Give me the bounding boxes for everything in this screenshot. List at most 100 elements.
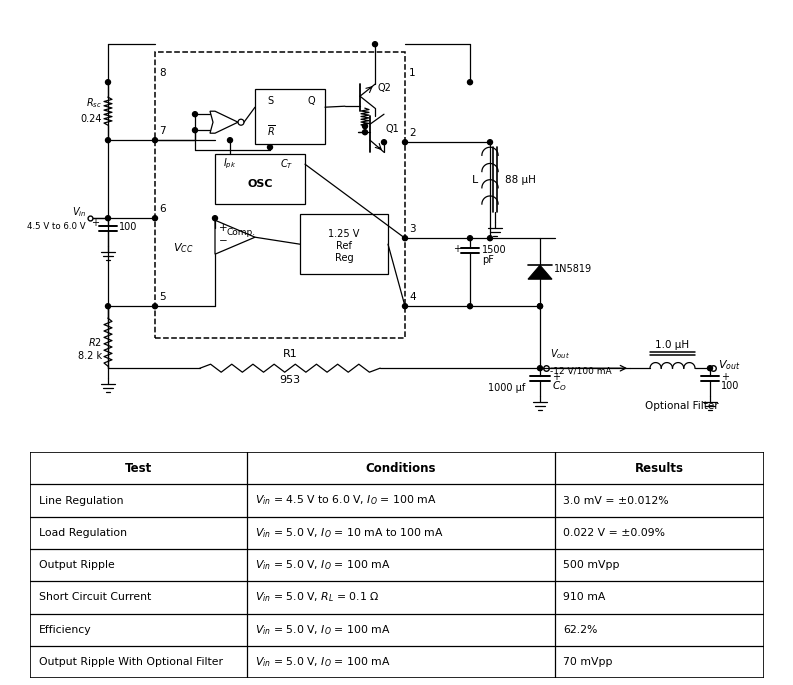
Text: Conditions: Conditions [366,462,436,475]
Text: 3: 3 [409,224,416,234]
Text: pF: pF [482,256,494,265]
Text: Results: Results [634,462,684,475]
Circle shape [468,236,473,240]
Bar [300,214,388,274]
Text: L: L [472,175,478,185]
Circle shape [105,303,110,309]
Text: Output Ripple: Output Ripple [39,560,115,570]
Text: 5: 5 [159,292,166,302]
Text: $V_{CC}$: $V_{CC}$ [173,241,193,255]
Text: Output Ripple With Optional Filter: Output Ripple With Optional Filter [39,657,223,667]
Text: 8: 8 [159,68,166,78]
Text: 1.25 V: 1.25 V [328,229,360,239]
Text: $I_{pk}$: $I_{pk}$ [224,157,236,171]
Text: $V_{out}$: $V_{out}$ [550,347,570,361]
Text: Short Circuit Current: Short Circuit Current [39,593,151,602]
Text: 100: 100 [119,222,137,232]
Text: Load Regulation: Load Regulation [39,528,127,538]
Text: Line Regulation: Line Regulation [39,495,124,506]
Circle shape [538,366,542,371]
Text: 910 mA: 910 mA [563,593,606,602]
Circle shape [362,129,367,135]
Text: Reg: Reg [335,253,354,263]
Circle shape [403,303,408,309]
Text: 7: 7 [159,126,166,136]
Text: S: S [267,96,273,106]
Text: 0.022 V = ±0.09%: 0.022 V = ±0.09% [563,528,665,538]
Text: Q2: Q2 [377,83,391,93]
Text: 88 μH: 88 μH [505,175,536,185]
Circle shape [193,112,197,116]
Text: 953: 953 [279,375,301,385]
Text: 0.24: 0.24 [81,114,102,124]
Text: $V_{in}$ = 5.0 V, $I_O$ = 100 mA: $V_{in}$ = 5.0 V, $I_O$ = 100 mA [255,655,391,669]
Text: Test: Test [125,462,152,475]
Circle shape [362,124,367,129]
Text: R1: R1 [282,349,297,359]
Circle shape [105,216,110,221]
Text: $V_{in}$ = 5.0 V, $I_O$ = 10 mA to 100 mA: $V_{in}$ = 5.0 V, $I_O$ = 10 mA to 100 m… [255,526,444,540]
Circle shape [228,138,232,142]
Text: Q: Q [307,96,315,106]
Circle shape [488,236,492,240]
Circle shape [381,140,386,145]
Text: 100: 100 [721,381,739,391]
Text: $V_{in}$: $V_{in}$ [71,206,86,219]
Circle shape [468,79,473,85]
Text: 4.5 V to 6.0 V: 4.5 V to 6.0 V [28,222,86,231]
Text: $C_O$: $C_O$ [552,379,567,393]
Text: 62.2%: 62.2% [563,625,598,635]
Text: $\overline{R}$: $\overline{R}$ [267,123,276,138]
Circle shape [538,303,542,309]
Circle shape [105,138,110,142]
Text: 8.2 k: 8.2 k [78,351,102,361]
Text: Ref: Ref [336,241,352,251]
Circle shape [105,79,110,85]
Text: Comp.: Comp. [227,227,255,237]
Text: 1.0 μH: 1.0 μH [655,340,689,350]
Circle shape [152,138,158,142]
Circle shape [403,236,408,240]
Text: 70 mVpp: 70 mVpp [563,657,613,667]
Circle shape [152,216,158,221]
Text: $V_{in}$ = 5.0 V, $I_O$ = 100 mA: $V_{in}$ = 5.0 V, $I_O$ = 100 mA [255,558,391,572]
Text: $R2$: $R2$ [88,336,102,348]
Text: -12 V/100 mA: -12 V/100 mA [550,366,611,375]
Text: Optional Filter: Optional Filter [646,401,718,411]
Text: 1500: 1500 [482,245,507,256]
Circle shape [488,140,492,145]
Text: +: + [552,372,560,382]
Circle shape [213,216,217,221]
Circle shape [152,303,158,309]
Text: $V_{in}$ = 4.5 V to 6.0 V, $I_O$ = 100 mA: $V_{in}$ = 4.5 V to 6.0 V, $I_O$ = 100 m… [255,494,437,508]
Text: 2: 2 [409,128,416,138]
Text: Q1: Q1 [386,124,400,134]
Circle shape [403,140,408,145]
Text: +: + [453,244,461,254]
Circle shape [538,303,542,309]
Text: $C_T$: $C_T$ [280,158,293,171]
Text: $V_{in}$ = 5.0 V, $R_L$ = 0.1 Ω: $V_{in}$ = 5.0 V, $R_L$ = 0.1 Ω [255,590,380,604]
Circle shape [707,366,712,371]
Circle shape [267,145,273,150]
Text: $V_{in}$ = 5.0 V, $I_O$ = 100 mA: $V_{in}$ = 5.0 V, $I_O$ = 100 mA [255,623,391,636]
Text: $R_{sc}$: $R_{sc}$ [86,97,102,110]
Text: Efficiency: Efficiency [39,625,91,635]
Text: +: + [91,219,99,228]
Bar [155,52,405,338]
Bar [255,89,325,145]
Text: $V_{out}$: $V_{out}$ [718,358,741,372]
Circle shape [468,303,473,309]
Text: 4: 4 [409,292,416,302]
Text: +: + [219,223,228,233]
Circle shape [193,127,197,133]
Text: +: + [721,372,729,382]
Text: 6: 6 [159,204,166,214]
Text: 3.0 mV = ±0.012%: 3.0 mV = ±0.012% [563,495,669,506]
Text: −: − [219,236,228,246]
Text: 1: 1 [409,68,416,78]
Bar [215,154,305,204]
Text: OSC: OSC [247,179,273,189]
Text: 1000 μf: 1000 μf [488,383,525,393]
Circle shape [373,42,377,47]
